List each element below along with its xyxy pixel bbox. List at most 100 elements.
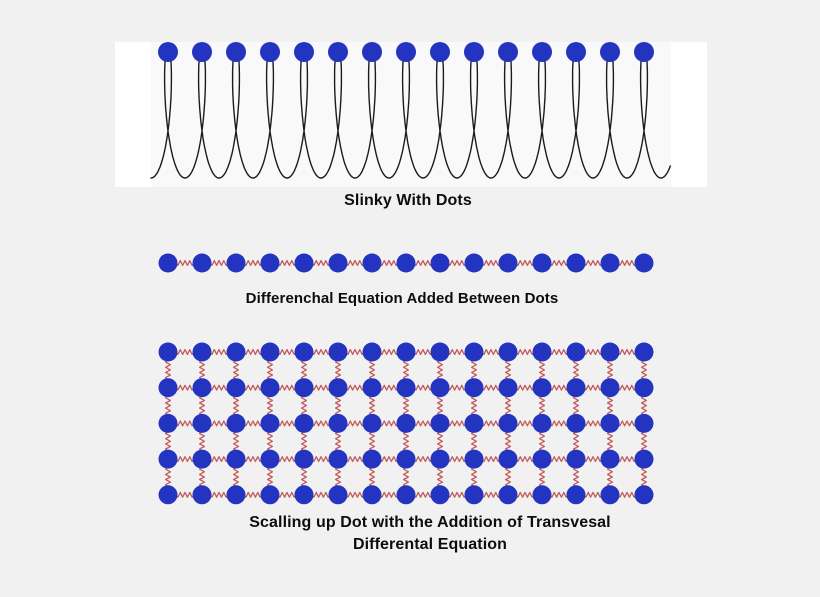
mass-dot — [294, 342, 314, 362]
spring-zigzag — [175, 420, 195, 427]
spring-zigzag — [481, 420, 501, 427]
mass-dot — [226, 413, 246, 433]
spring-zigzag — [311, 348, 331, 356]
spring-zigzag — [232, 430, 240, 453]
mass-dot — [532, 378, 552, 398]
spring-zigzag — [277, 491, 297, 498]
spring-zigzag — [379, 420, 399, 427]
mass-dot — [532, 413, 552, 433]
spring-zigzag — [447, 420, 467, 427]
spring-zigzag — [345, 384, 365, 391]
dot-chain — [158, 253, 654, 273]
mass-dot — [396, 449, 416, 469]
spring-zigzag — [481, 456, 501, 463]
spring-zigzag — [436, 359, 444, 381]
spring-zigzag — [640, 394, 648, 417]
spring-zigzag — [549, 456, 569, 463]
spring-zigzag — [515, 384, 535, 391]
mass-dot — [294, 449, 314, 469]
slinky-dots — [158, 42, 654, 62]
spring-zigzag — [232, 394, 240, 417]
spring-zigzag — [413, 384, 433, 391]
spring-zigzag — [379, 456, 399, 463]
spring-zigzag — [198, 394, 206, 417]
spring-zigzag — [481, 348, 501, 356]
spring-zigzag — [198, 466, 206, 488]
spring-zigzag — [606, 466, 614, 488]
mass-dot — [192, 378, 212, 398]
mass-dot — [430, 378, 450, 398]
mass-dot — [294, 253, 314, 273]
spring-zigzag — [311, 384, 331, 391]
spring-zigzag — [413, 259, 433, 267]
spring-zigzag — [583, 348, 603, 356]
mass-dot — [430, 42, 450, 62]
mass-dot — [260, 378, 280, 398]
mass-dot — [566, 342, 586, 362]
mass-dot — [430, 449, 450, 469]
spring-zigzag — [549, 384, 569, 391]
spring-zigzag — [277, 456, 297, 463]
spring-zigzag — [549, 420, 569, 427]
spring-zigzag — [334, 359, 342, 381]
spring-zigzag — [311, 259, 331, 267]
mass-dot — [532, 449, 552, 469]
mass-dot — [328, 342, 348, 362]
spring-zigzag — [436, 466, 444, 488]
spring-zigzag — [617, 420, 637, 427]
spring-zigzag — [640, 466, 648, 488]
mass-dot — [192, 42, 212, 62]
spring-zigzag — [334, 466, 342, 488]
mass-dot — [396, 342, 416, 362]
spring-zigzag — [504, 430, 512, 453]
mass-dot — [192, 342, 212, 362]
spring-zigzag — [538, 394, 546, 417]
mass-dot — [260, 413, 280, 433]
spring-zigzag — [447, 348, 467, 356]
spring-zigzag — [277, 384, 297, 391]
mass-dot — [430, 253, 450, 273]
slinky-caption: Slinky With Dots — [344, 192, 472, 209]
mass-dot — [600, 253, 620, 273]
mass-dot — [226, 485, 246, 505]
spring-zigzag — [243, 384, 263, 391]
spring-zigzag — [300, 430, 308, 453]
mass-dot — [396, 485, 416, 505]
mass-dot — [362, 42, 382, 62]
spring-zigzag — [277, 348, 297, 356]
mass-dot — [192, 449, 212, 469]
mass-dot — [158, 342, 178, 362]
spring-zigzag — [549, 348, 569, 356]
mass-dot — [362, 253, 382, 273]
spring-zigzag — [311, 456, 331, 463]
spring-zigzag — [583, 491, 603, 498]
spring-zigzag — [617, 259, 637, 267]
mass-dot — [600, 42, 620, 62]
mass-dot — [532, 253, 552, 273]
spring-zigzag — [481, 491, 501, 498]
spring-zigzag — [617, 384, 637, 391]
mass-dot — [158, 378, 178, 398]
mass-dot — [158, 42, 178, 62]
spring-zigzag — [572, 394, 580, 417]
mass-dot — [328, 42, 348, 62]
mass-dot — [498, 485, 518, 505]
spring-zigzag — [402, 394, 410, 417]
mass-dot — [498, 42, 518, 62]
spring-zigzag — [345, 420, 365, 427]
spring-zigzag — [436, 394, 444, 417]
mass-dot — [634, 378, 654, 398]
spring-zigzag — [266, 430, 274, 453]
mass-dot — [566, 253, 586, 273]
spring-zigzag — [549, 491, 569, 498]
mass-dot — [158, 449, 178, 469]
mass-dot — [362, 449, 382, 469]
spring-zigzag — [379, 348, 399, 356]
mass-dot — [226, 378, 246, 398]
spring-zigzag — [515, 456, 535, 463]
spring-zigzag — [164, 394, 172, 417]
spring-zigzag — [470, 430, 478, 453]
mass-dot — [566, 378, 586, 398]
spring-zigzag — [243, 259, 263, 267]
spring-zigzag — [549, 259, 569, 267]
